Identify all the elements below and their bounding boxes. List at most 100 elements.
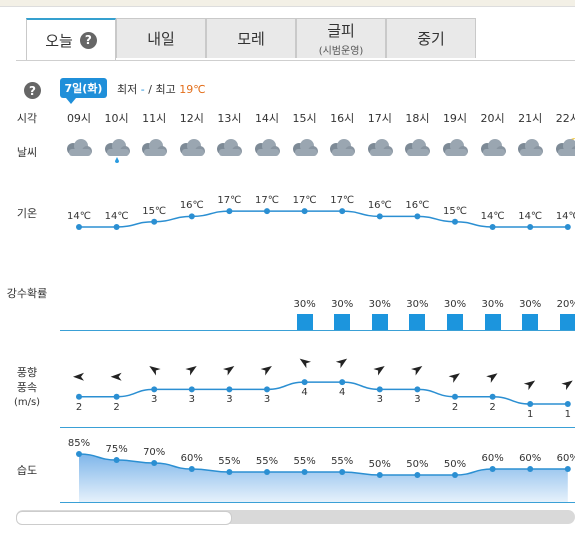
wind-arrow-northeast-icon (411, 365, 423, 376)
temp-point (376, 213, 383, 220)
humidity-point (452, 472, 458, 478)
temp-label: 15℃ (443, 205, 467, 217)
precip-bar (409, 314, 426, 330)
temp-label: 16℃ (367, 200, 392, 212)
wind-baseline (60, 427, 575, 428)
tab-midterm[interactable]: 중기 (386, 18, 476, 58)
temp-label: 14℃ (480, 211, 505, 222)
wind-point (151, 386, 158, 393)
precip-bar (334, 314, 351, 330)
top-edge-strip (0, 0, 575, 7)
tab-today[interactable]: 오늘 ? (26, 18, 116, 60)
cloudy-icon (211, 134, 247, 164)
humidity-point (339, 469, 346, 475)
humidity-point (264, 469, 270, 475)
wind-point (414, 386, 421, 393)
tab-tomorrow-label: 내일 (147, 30, 175, 48)
cloudy-icon (437, 134, 473, 164)
precip-label: 30% (331, 299, 354, 310)
wind-arrow-northeast-icon (223, 365, 235, 376)
precip-label: 20% (556, 299, 575, 310)
temp-point (301, 208, 308, 215)
temp-point (339, 208, 346, 215)
hour-label: 18시 (405, 112, 430, 125)
temp-point (452, 218, 458, 225)
wind-arrow-northeast-icon (486, 373, 498, 383)
temp-point (527, 224, 534, 230)
temp-point (113, 224, 120, 230)
wind-speed-label: 2 (489, 401, 496, 413)
wind-point (113, 393, 120, 400)
tab-midterm-label: 중기 (417, 30, 445, 48)
wind-point (301, 379, 308, 386)
wind-speed-label: 4 (339, 387, 346, 399)
humidity-label: 55% (331, 456, 354, 467)
precip-bar (371, 314, 388, 330)
wind-speed-label: 2 (75, 401, 83, 413)
wind-arrow-northwest-icon (149, 365, 161, 376)
tab-third-day[interactable]: 글피 (시범운영) (296, 18, 386, 58)
hour-label: 20시 (480, 112, 505, 125)
hour-label: 15시 (292, 112, 317, 125)
wind-point (76, 393, 82, 400)
wind-arrow-west-icon (73, 372, 84, 381)
humidity-point (376, 472, 383, 478)
wind-speed-label: 3 (376, 394, 383, 406)
hour-label: 19시 (442, 112, 468, 125)
humidity-point (151, 460, 158, 466)
hour-label: 22시 (555, 112, 575, 125)
wind-speed-label: 4 (301, 387, 308, 399)
help-icon-2[interactable]: ? (24, 82, 41, 99)
hour-label: 10시 (104, 112, 129, 125)
humidity-point (226, 469, 233, 475)
row-label-wind-speed: 풍속 (16, 381, 38, 394)
wind-arrow-northeast-icon (448, 373, 460, 383)
cloudy-icon (324, 134, 360, 164)
wind-point (527, 401, 534, 407)
row-label-precip: 강수확률 (6, 287, 48, 300)
hour-label: 11시 (142, 112, 167, 125)
horizontal-scrollbar[interactable] (16, 510, 575, 525)
humidity-label: 75% (105, 444, 128, 455)
wind-arrow-northeast-icon (561, 380, 573, 391)
temp-point (489, 224, 496, 230)
humidity-baseline (60, 502, 575, 503)
humidity-label: 60% (180, 453, 203, 464)
min-value: - (140, 83, 145, 96)
precip-label: 30% (293, 299, 316, 310)
temp-point (414, 213, 421, 220)
cloudy-icon (249, 134, 285, 164)
humidity-point (188, 466, 195, 472)
cloudy-icon (399, 134, 435, 164)
temp-label: 15℃ (142, 205, 167, 217)
humidity-label: 55% (218, 456, 241, 467)
temp-label: 16℃ (179, 200, 204, 212)
tab-tomorrow[interactable]: 내일 (116, 18, 206, 58)
temp-point (564, 224, 571, 230)
humidity-label: 60% (481, 453, 504, 464)
wind-point (226, 386, 233, 393)
wind-point (452, 393, 458, 400)
humidity-point (301, 469, 308, 475)
humidity-label: 50% (406, 459, 429, 470)
hour-label: 14시 (254, 112, 280, 125)
hour-label: 21시 (518, 112, 543, 125)
hour-label: 16시 (330, 112, 355, 125)
wind-speed-label: 2 (113, 401, 120, 413)
cloudy-icon (287, 134, 323, 164)
tab-day-after[interactable]: 모레 (206, 18, 296, 58)
scrollbar-thumb[interactable] (16, 511, 232, 525)
tab-today-label: 오늘 (45, 31, 73, 50)
humidity-point (414, 472, 421, 478)
precip-bar (484, 314, 501, 330)
min-label: 최저 (117, 83, 138, 96)
precip-baseline (60, 330, 575, 331)
rain-icon (99, 134, 135, 164)
temp-label: 17℃ (330, 195, 355, 207)
cloudy-icon (61, 134, 97, 164)
help-icon[interactable]: ? (79, 31, 97, 49)
precip-label: 30% (443, 299, 467, 310)
min-max-temp: 최저 - / 최고 19℃ (117, 81, 206, 97)
temp-label: 14℃ (518, 211, 543, 222)
row-label-humidity: 습도 (16, 464, 38, 477)
